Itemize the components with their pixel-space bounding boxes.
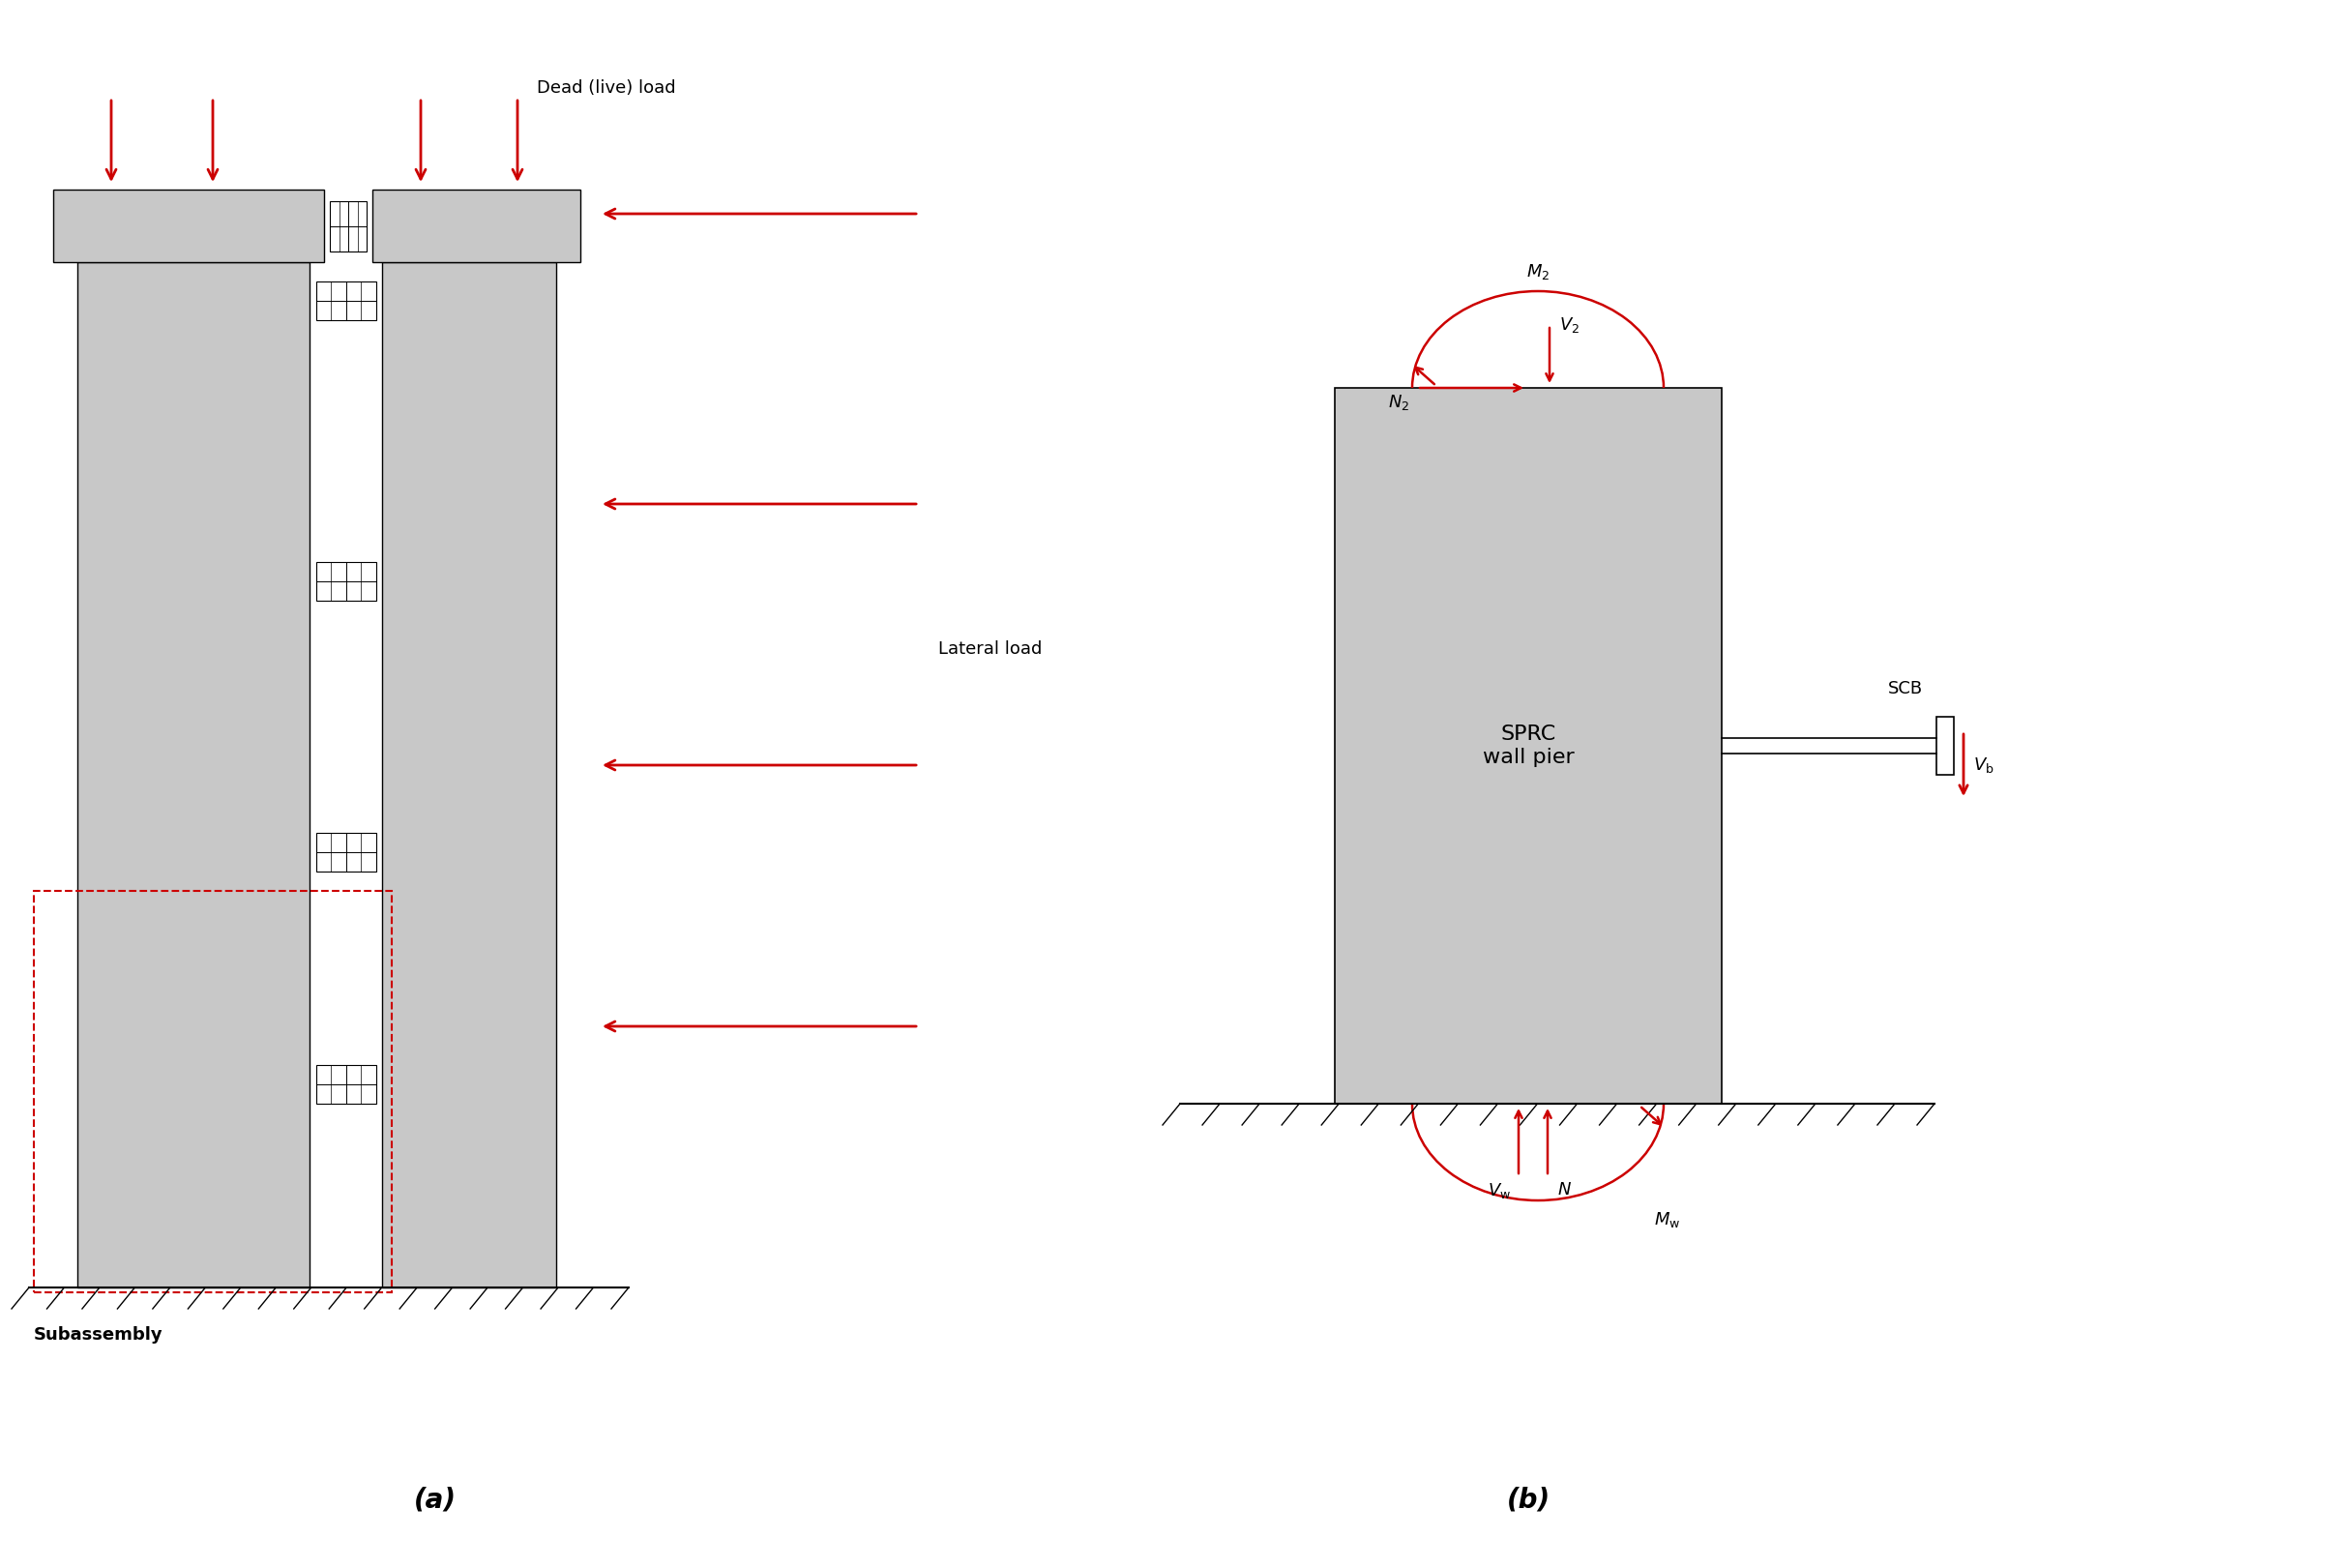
Text: (a): (a) [413, 1486, 457, 1513]
Text: $V_2$: $V_2$ [1558, 315, 1579, 334]
Bar [383, 262, 555, 1287]
Bar [1936, 717, 1953, 775]
Bar [329, 201, 366, 251]
Text: SPRC
wall pier: SPRC wall pier [1481, 724, 1575, 767]
Text: $M_{\mathrm{w}}$: $M_{\mathrm{w}}$ [1654, 1210, 1680, 1229]
Text: $N_2$: $N_2$ [1388, 392, 1409, 412]
Bar [315, 282, 376, 320]
Text: Dead (live) load: Dead (live) load [537, 80, 677, 97]
Bar [77, 262, 310, 1287]
Text: $N$: $N$ [1556, 1181, 1572, 1198]
Bar [373, 190, 581, 262]
Text: $M_2$: $M_2$ [1526, 262, 1549, 282]
Bar [1334, 387, 1722, 1104]
Bar [35, 891, 392, 1292]
Text: Subassembly: Subassembly [35, 1327, 163, 1344]
Bar [315, 833, 376, 872]
Text: (b): (b) [1507, 1486, 1549, 1513]
Bar [315, 1065, 376, 1104]
Text: SCB: SCB [1887, 681, 1922, 698]
Bar [315, 561, 376, 601]
Bar [54, 190, 324, 262]
Text: $V_{\mathrm{w}}$: $V_{\mathrm{w}}$ [1488, 1181, 1512, 1201]
Text: Lateral load: Lateral load [938, 640, 1043, 657]
Text: $V_{\mathrm{b}}$: $V_{\mathrm{b}}$ [1974, 756, 1995, 775]
